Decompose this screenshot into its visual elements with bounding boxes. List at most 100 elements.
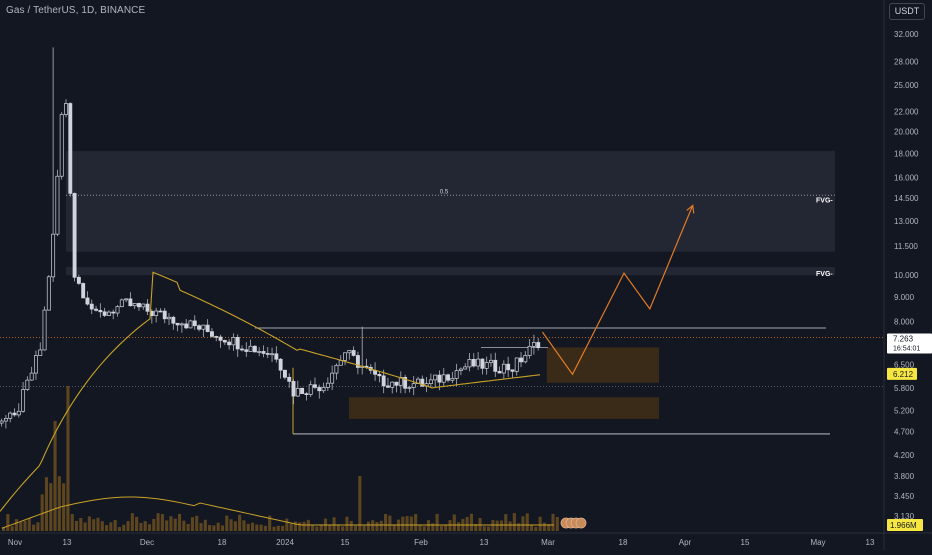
volume-bar: [371, 520, 375, 531]
volume-bar: [216, 522, 220, 531]
volume-bar: [79, 517, 83, 531]
volume-bar: [212, 525, 216, 531]
volume-bar: [169, 516, 173, 531]
volume-bar: [379, 520, 383, 531]
currency-badge[interactable]: USDT: [889, 3, 925, 20]
candle-body: [51, 233, 56, 278]
candle-body: [467, 359, 472, 368]
volume-bar: [495, 520, 499, 531]
time-tick-label: 15: [741, 538, 750, 547]
volume-bar: [6, 514, 10, 531]
volume-bar: [439, 525, 443, 531]
candle-body: [64, 103, 68, 115]
volume-bar: [375, 521, 379, 531]
volume-bar: [328, 524, 332, 531]
candle-body: [240, 348, 244, 351]
volume-bar: [315, 526, 319, 531]
volume-bar: [139, 523, 143, 531]
price-tick-label: 10.000: [894, 271, 919, 280]
candle-body: [227, 341, 232, 346]
price-tick-label: 14.500: [894, 194, 919, 203]
candle-body: [287, 376, 292, 382]
volume-bar: [92, 519, 96, 531]
volume-bar: [66, 386, 70, 531]
volume-bar: [409, 516, 413, 531]
last-price-badge: [887, 333, 932, 354]
candle-body: [484, 362, 489, 369]
volume-bar: [36, 522, 40, 531]
candle-body: [21, 389, 26, 412]
volume-bar: [418, 524, 422, 531]
candle-body: [231, 337, 236, 346]
volume-bar: [345, 516, 349, 531]
time-tick-label: 13: [866, 538, 875, 547]
candle-body: [102, 311, 107, 316]
candle-body: [407, 387, 412, 389]
volume-bar: [422, 526, 426, 531]
candle-body: [411, 383, 416, 388]
time-tick-label: Mar: [541, 538, 555, 547]
volume-bar: [100, 521, 104, 531]
candle-body: [89, 303, 94, 310]
time-tick-label: Dec: [140, 538, 154, 547]
volume-bar: [272, 526, 276, 531]
volume-bar: [281, 525, 285, 531]
volume-value: 1.966M: [890, 521, 917, 530]
price-tick-label: 4.700: [894, 428, 915, 437]
countdown-timer: 16:54:01: [893, 345, 920, 352]
volume-bar: [354, 525, 358, 531]
volume-bar: [349, 520, 353, 531]
candle-body: [8, 412, 13, 419]
time-tick-label: Nov: [8, 538, 22, 547]
volume-bar: [105, 525, 109, 531]
volume-bar: [263, 525, 267, 531]
price-tick-label: 18.000: [894, 149, 919, 158]
time-tick-label: 13: [63, 538, 72, 547]
indicator-icon[interactable]: [575, 517, 587, 529]
candle-body: [446, 374, 450, 381]
candle-body: [493, 359, 498, 372]
volume-bar: [448, 520, 452, 531]
fib-label: 0.5: [440, 189, 449, 195]
candle-body: [313, 384, 317, 388]
volume-bar: [113, 520, 117, 531]
volume-bar: [250, 522, 255, 531]
volume-bar: [469, 513, 473, 531]
time-tick-label: Feb: [414, 538, 428, 547]
volume-bar: [10, 526, 14, 531]
volume-bar: [530, 525, 534, 531]
volume-bar: [255, 524, 259, 531]
volume-bar: [208, 525, 212, 531]
candle-body: [137, 303, 141, 308]
candle-body: [278, 358, 283, 371]
volume-bar: [199, 523, 203, 531]
volume-bar: [74, 520, 79, 531]
candle-body: [175, 322, 180, 326]
volume-bar: [203, 519, 207, 531]
candle-body: [42, 309, 47, 351]
candle-body: [295, 387, 300, 397]
volume-bar: [311, 524, 315, 531]
symbol-title[interactable]: Gas / TetherUS, 1D, BINANCE: [6, 5, 146, 16]
candle-body: [514, 357, 519, 372]
candle-body: [201, 324, 206, 330]
candle-body: [506, 363, 511, 371]
time-tick-label: Apr: [679, 538, 692, 547]
ma-value: 6.212: [893, 370, 914, 379]
volume-bar: [521, 516, 525, 531]
fvg-zone: [66, 267, 835, 276]
volume-bar: [358, 476, 362, 531]
candle-body: [347, 350, 352, 354]
price-tick-label: 6.500: [894, 360, 915, 369]
volume-bar: [147, 524, 152, 531]
candle-body: [497, 371, 502, 374]
volume-bar: [431, 523, 435, 531]
candle-body: [167, 316, 171, 320]
volume-bar: [165, 520, 169, 531]
candle-body: [330, 372, 335, 384]
volume-bar: [44, 477, 49, 531]
volume-bar: [504, 514, 508, 531]
price-tick-label: 5.800: [894, 384, 915, 393]
